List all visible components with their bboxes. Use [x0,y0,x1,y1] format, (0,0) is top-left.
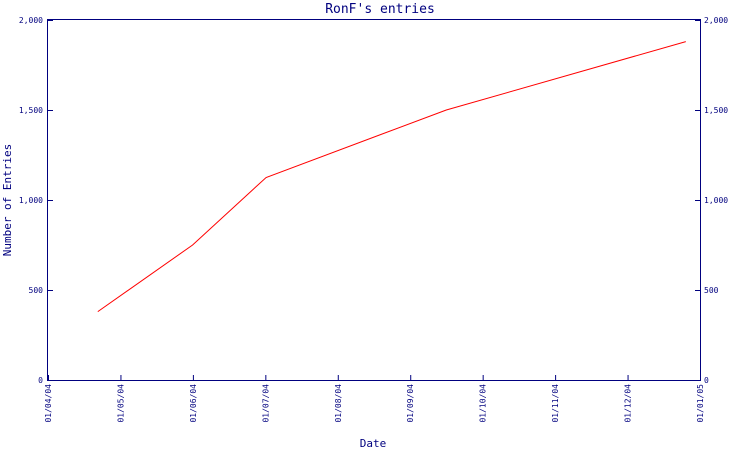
y-tick-label-left: 2,000 [19,16,43,25]
chart-title: RonF's entries [325,2,435,17]
y-tick-label-right: 1,500 [704,106,728,115]
y-tick-label-right: 500 [704,286,719,295]
y-tick-label-left: 0 [38,376,43,385]
x-tick-label: 01/01/05 [696,384,705,423]
y-tick-label-left: 500 [29,286,44,295]
x-tick-label: 01/11/04 [551,384,560,423]
y-axis-label: Number of Entries [1,144,14,257]
x-axis-label: Date [360,437,387,450]
plot-frame [47,19,701,381]
y-axis-right: 0 500 1,000 1,500 2,000 [695,16,728,385]
x-tick-label: 01/07/04 [261,384,270,423]
y-tick-label-left: 1,000 [19,196,43,205]
x-tick-label: 01/04/04 [44,384,53,423]
x-tick-label: 01/06/04 [189,384,198,423]
x-tick-label: 01/10/04 [479,384,488,423]
x-tick-label: 01/05/04 [116,384,125,423]
y-tick-label-right: 1,000 [704,196,728,205]
series-line [97,41,686,313]
x-tick-label: 01/12/04 [624,384,633,423]
x-axis: 01/04/04 01/05/04 01/06/04 01/07/04 01/08/04… [44,375,705,423]
y-axis-left: 0 500 1,000 1,500 2,000 [19,16,53,385]
y-tick-label-right: 0 [704,376,709,385]
x-tick-label: 01/08/04 [334,384,343,423]
y-tick-label-right: 2,000 [704,16,728,25]
x-tick-label: 01/09/04 [406,384,415,423]
series-group [97,41,686,313]
y-tick-label-left: 1,500 [19,106,43,115]
